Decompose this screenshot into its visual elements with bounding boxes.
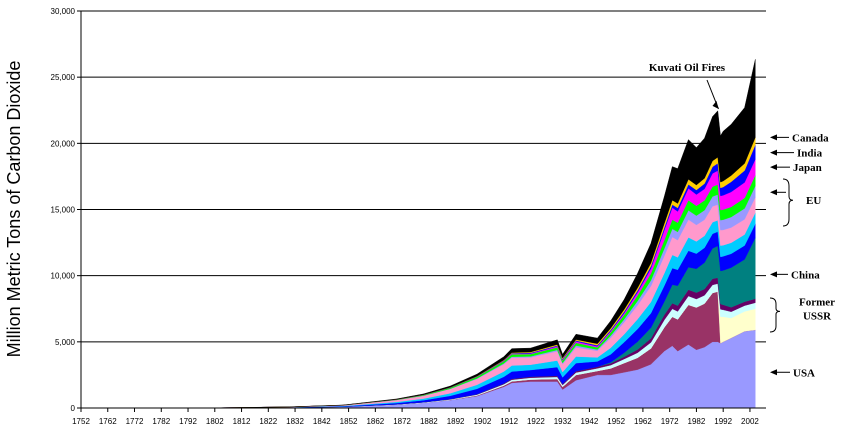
x-tick-label-20: 1952 (607, 417, 625, 426)
annotation-eu-arrow-head (770, 189, 777, 196)
y-tick-label-3: 15,000 (51, 206, 76, 215)
x-tick-label-5: 1802 (206, 417, 224, 426)
y-tick-label-4: 20,000 (51, 139, 76, 148)
y-tick-labels: 0 5,000 10,000 15,000 20,000 25,000 30,000 (51, 7, 81, 413)
x-tick-label-21: 1962 (634, 417, 652, 426)
annotation-former-ussr-line-0: Former (799, 296, 835, 308)
x-tick-label-14: 1892 (447, 417, 465, 426)
x-tick-label-4: 1792 (179, 417, 197, 426)
x-tick-label-17: 1922 (527, 417, 545, 426)
annotation-former-ussr-line-1: USSR (803, 310, 832, 322)
x-tick-label-18: 1932 (554, 417, 572, 426)
annotation-china-label: China (791, 269, 820, 281)
annotation-usa-arrow-head (770, 369, 777, 376)
y-tick-label-5: 25,000 (51, 73, 76, 82)
x-tick-label-15: 1902 (473, 417, 491, 426)
x-tick-label-8: 1832 (286, 417, 304, 426)
annotation-kuvati-oil-fires: Kuvati Oil Fires (649, 62, 726, 74)
x-tick-label-7: 1822 (259, 417, 277, 426)
annotation-china-arrow-head (770, 271, 777, 278)
y-tick-label-1: 5,000 (55, 338, 76, 347)
annotations: Kuvati Oil Fires Canada India Japan China USA… (649, 62, 835, 379)
x-tick-label-2: 1772 (126, 417, 144, 426)
former-ussr-bracket (769, 297, 781, 333)
x-tick-label-19: 1942 (581, 417, 599, 426)
y-axis-label: Million Metric Tons of Carbon Dioxide (4, 61, 24, 358)
x-tick-label-11: 1862 (366, 417, 384, 426)
x-tick-label-3: 1782 (152, 417, 170, 426)
x-tick-label-25: 2002 (741, 417, 759, 426)
annotation-former-ussr: Former USSR (799, 296, 835, 322)
x-tick-label-16: 1912 (500, 417, 518, 426)
x-tick-labels: 1752 1762 1772 1782 1792 1802 1812 1822 1832 1842… (72, 408, 759, 426)
annotation-india-arrow-head (770, 149, 777, 156)
y-tick-label-2: 10,000 (51, 272, 76, 281)
x-tick-label-0: 1752 (72, 417, 90, 426)
x-tick-label-12: 1872 (393, 417, 411, 426)
x-tick-label-24: 1992 (714, 417, 732, 426)
annotation-canada-label: Canada (792, 132, 829, 144)
x-tick-label-9: 1842 (313, 417, 331, 426)
kuvati-arrow-head (712, 100, 719, 109)
y-tick-label-6: 30,000 (51, 7, 76, 16)
eu-bracket (782, 178, 794, 227)
annotation-japan-arrow-head (770, 164, 777, 171)
annotation-japan-label: Japan (793, 162, 822, 174)
annotation-canada-arrow-head (770, 134, 777, 141)
annotation-eu-label: EU (806, 195, 821, 207)
stacked-areas (80, 59, 756, 409)
annotation-india-label: India (797, 148, 823, 160)
series-area-14 (80, 59, 756, 409)
x-tick-label-22: 1972 (661, 417, 679, 426)
x-tick-label-13: 1882 (420, 417, 438, 426)
annotation-usa-label: USA (793, 367, 815, 379)
y-tick-label-0: 0 (71, 404, 76, 413)
x-tick-label-10: 1852 (340, 417, 358, 426)
x-tick-label-6: 1812 (233, 417, 251, 426)
x-tick-label-23: 1982 (688, 417, 706, 426)
x-tick-label-1: 1762 (99, 417, 117, 426)
